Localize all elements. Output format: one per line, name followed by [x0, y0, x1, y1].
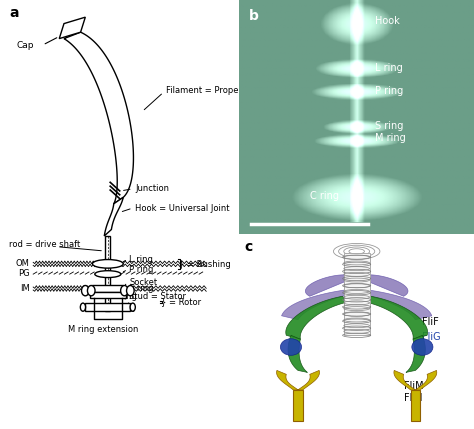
- Ellipse shape: [87, 286, 95, 296]
- Ellipse shape: [82, 286, 89, 296]
- Bar: [92, 286, 123, 292]
- Text: OM: OM: [16, 260, 30, 268]
- Bar: [344, 253, 370, 335]
- Polygon shape: [64, 32, 134, 204]
- Polygon shape: [298, 370, 319, 390]
- Polygon shape: [286, 296, 347, 339]
- Text: c: c: [244, 240, 252, 254]
- Text: Hook: Hook: [375, 16, 400, 26]
- Ellipse shape: [130, 303, 136, 311]
- Text: Cap: Cap: [17, 41, 34, 49]
- Bar: [105, 236, 110, 311]
- Text: P ring: P ring: [375, 86, 404, 96]
- Text: L ring: L ring: [129, 255, 153, 263]
- Polygon shape: [59, 17, 85, 39]
- Text: } = Bushing: } = Bushing: [179, 260, 231, 269]
- Text: FliM: FliM: [403, 381, 423, 391]
- Polygon shape: [282, 288, 356, 320]
- Text: Filament = Propeller: Filament = Propeller: [166, 86, 252, 94]
- Text: M ring: M ring: [375, 133, 406, 143]
- Ellipse shape: [281, 339, 301, 355]
- Text: P ring: P ring: [129, 265, 154, 274]
- Polygon shape: [406, 335, 425, 372]
- Bar: [85, 303, 130, 311]
- Text: FliG: FliG: [422, 332, 441, 342]
- Polygon shape: [415, 370, 437, 390]
- Bar: [90, 293, 126, 299]
- Ellipse shape: [127, 286, 134, 296]
- Polygon shape: [293, 390, 303, 421]
- Polygon shape: [305, 275, 356, 296]
- Polygon shape: [356, 288, 432, 320]
- Text: L ring: L ring: [375, 63, 403, 73]
- Text: } = Rotor: } = Rotor: [161, 298, 201, 306]
- Text: C-Ring: C-Ring: [109, 292, 137, 301]
- Text: S ring: S ring: [375, 121, 404, 131]
- Ellipse shape: [120, 286, 128, 296]
- Polygon shape: [104, 197, 123, 236]
- Text: Junction: Junction: [135, 184, 169, 193]
- Text: rod = drive shaft: rod = drive shaft: [9, 240, 81, 249]
- Text: PG: PG: [18, 269, 30, 278]
- Text: a: a: [9, 6, 19, 21]
- Polygon shape: [366, 296, 428, 339]
- Polygon shape: [356, 275, 408, 296]
- Text: C ring: C ring: [310, 191, 339, 201]
- Polygon shape: [277, 370, 298, 390]
- Ellipse shape: [92, 260, 123, 268]
- Ellipse shape: [412, 339, 433, 355]
- Text: Stud = Stator: Stud = Stator: [129, 292, 186, 301]
- Text: S ring: S ring: [129, 284, 154, 293]
- Text: FliF: FliF: [422, 317, 439, 326]
- Text: M ring extension: M ring extension: [68, 325, 138, 334]
- Ellipse shape: [80, 303, 85, 311]
- Text: Hook = Universal Joint: Hook = Universal Joint: [135, 204, 229, 212]
- Text: M ring: M ring: [109, 303, 136, 312]
- Polygon shape: [394, 370, 415, 390]
- Text: Socket: Socket: [129, 278, 157, 287]
- Polygon shape: [410, 390, 420, 421]
- Text: b: b: [249, 9, 259, 23]
- Polygon shape: [288, 335, 308, 372]
- Text: IM: IM: [20, 284, 30, 293]
- Ellipse shape: [95, 271, 121, 278]
- Text: FliN: FliN: [403, 393, 422, 403]
